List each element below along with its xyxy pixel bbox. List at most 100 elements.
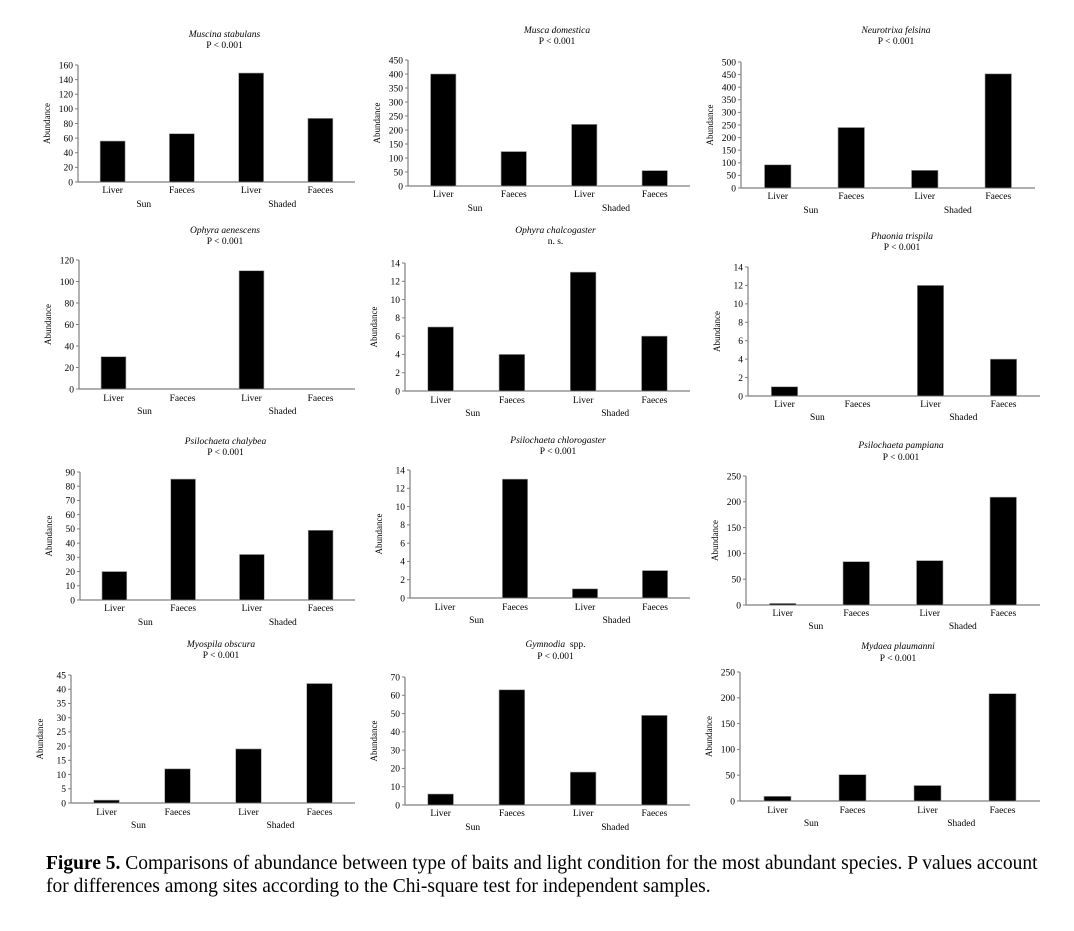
bar bbox=[641, 335, 668, 392]
x-group-label: Sun bbox=[465, 409, 480, 419]
x-tick-label: Faeces bbox=[642, 190, 668, 200]
x-tick-label: Liver bbox=[430, 396, 451, 406]
caption-text: Comparisons of abundance between type of… bbox=[46, 853, 1038, 897]
y-tick-label: 50 bbox=[66, 525, 76, 535]
chart-subtitle: P < 0.001 bbox=[884, 243, 921, 253]
y-tick-label: 4 bbox=[395, 351, 400, 361]
y-tick-label: 400 bbox=[389, 70, 404, 80]
y-tick-label: 10 bbox=[66, 582, 76, 592]
x-group-label: Sun bbox=[465, 823, 480, 833]
y-tick-label: 10 bbox=[391, 783, 401, 793]
bar bbox=[641, 715, 668, 806]
bar bbox=[569, 771, 597, 806]
x-group-label: Shaded bbox=[602, 204, 630, 214]
bar bbox=[838, 774, 867, 802]
x-group-label: Shaded bbox=[601, 823, 629, 833]
x-tick-label: Faeces bbox=[985, 192, 1011, 202]
y-tick-label: 100 bbox=[721, 746, 736, 756]
y-tick-label: 14 bbox=[396, 466, 406, 476]
x-tick-label: Liver bbox=[96, 808, 117, 818]
y-tick-label: 20 bbox=[57, 742, 67, 752]
chart-title: Myospila obscura bbox=[186, 640, 256, 650]
y-tick-label: 0 bbox=[395, 801, 400, 811]
y-tick-label: 12 bbox=[391, 278, 401, 288]
x-tick-label: Liver bbox=[920, 400, 941, 410]
y-tick-label: 30 bbox=[391, 746, 401, 756]
chart-title: Phaonia trispila bbox=[870, 232, 933, 242]
bar bbox=[917, 285, 944, 397]
bar bbox=[235, 748, 262, 804]
y-tick-label: 200 bbox=[727, 498, 742, 508]
x-group-label: Sun bbox=[136, 200, 151, 210]
y-tick-label: 10 bbox=[391, 296, 401, 306]
x-tick-label: Faeces bbox=[165, 808, 191, 818]
bar bbox=[306, 683, 333, 804]
x-group-label: Shaded bbox=[947, 819, 975, 829]
x-tick-label: Faeces bbox=[642, 603, 668, 613]
y-tick-label: 30 bbox=[57, 714, 67, 724]
y-tick-label: 60 bbox=[64, 134, 74, 144]
bar bbox=[569, 271, 597, 392]
bar bbox=[427, 793, 454, 806]
y-tick-label: 10 bbox=[57, 771, 67, 781]
y-tick-label: 8 bbox=[395, 314, 400, 324]
x-tick-label: Liver bbox=[241, 394, 262, 404]
chart-subtitle: P < 0.001 bbox=[883, 453, 920, 463]
x-tick-label: Liver bbox=[435, 603, 456, 613]
bar bbox=[989, 496, 1017, 606]
y-tick-label: 500 bbox=[722, 58, 737, 68]
y-tick-label: 120 bbox=[59, 91, 74, 101]
x-tick-label: Liver bbox=[772, 609, 793, 619]
x-tick-label: Liver bbox=[104, 604, 125, 614]
chart-title: Psilochaeta chlorogaster bbox=[509, 436, 606, 446]
y-tick-label: 80 bbox=[66, 483, 76, 493]
bar bbox=[99, 140, 126, 183]
chart-title: Muscina stabulans bbox=[188, 30, 261, 40]
y-tick-label: 80 bbox=[64, 120, 74, 130]
y-tick-label: 0 bbox=[400, 594, 405, 604]
y-tick-label: 150 bbox=[389, 140, 404, 150]
x-tick-label: Faeces bbox=[641, 396, 667, 406]
y-axis-label: Abundance bbox=[710, 520, 720, 561]
y-tick-label: 120 bbox=[60, 256, 75, 266]
x-tick-label: Liver bbox=[774, 400, 795, 410]
x-tick-label: Liver bbox=[241, 186, 262, 196]
chart-title: Neurotrixa felsina bbox=[860, 25, 930, 36]
chart-title: Psilochaeta pampiana bbox=[857, 441, 943, 451]
x-group-label: Shaded bbox=[603, 616, 631, 626]
x-group-label: Shaded bbox=[268, 200, 296, 210]
y-tick-label: 250 bbox=[721, 668, 736, 678]
y-tick-label: 8 bbox=[400, 521, 405, 531]
bar bbox=[93, 799, 120, 804]
y-tick-label: 0 bbox=[738, 392, 743, 402]
y-tick-label: 250 bbox=[722, 121, 737, 131]
x-group-label: Shaded bbox=[949, 413, 977, 423]
y-tick-label: 20 bbox=[65, 364, 75, 374]
y-tick-label: 350 bbox=[722, 96, 737, 106]
x-tick-label: Liver bbox=[430, 809, 451, 819]
bar bbox=[916, 560, 944, 606]
chart-subtitle: P < 0.001 bbox=[203, 651, 240, 661]
y-tick-label: 20 bbox=[391, 765, 401, 775]
y-tick-label: 14 bbox=[391, 259, 401, 269]
y-tick-label: 250 bbox=[727, 472, 742, 482]
chart-panel-9: Psilochaeta pampiana P < 0.001 0 50 100 150 20… bbox=[710, 441, 1040, 632]
y-tick-label: 0 bbox=[730, 797, 735, 807]
bar bbox=[763, 796, 792, 802]
x-tick-label: Liver bbox=[573, 396, 594, 406]
y-tick-label: 10 bbox=[396, 503, 406, 513]
y-tick-label: 450 bbox=[389, 56, 404, 66]
y-tick-label: 60 bbox=[66, 511, 76, 521]
x-tick-label: Liver bbox=[919, 609, 940, 619]
x-tick-label: Faeces bbox=[499, 809, 525, 819]
x-tick-label: Faeces bbox=[170, 604, 196, 614]
y-tick-label: 8 bbox=[738, 319, 743, 329]
y-tick-label: 70 bbox=[391, 673, 401, 683]
x-tick-label: Faeces bbox=[169, 186, 195, 196]
y-tick-label: 40 bbox=[66, 539, 76, 549]
y-tick-label: 35 bbox=[57, 700, 67, 710]
